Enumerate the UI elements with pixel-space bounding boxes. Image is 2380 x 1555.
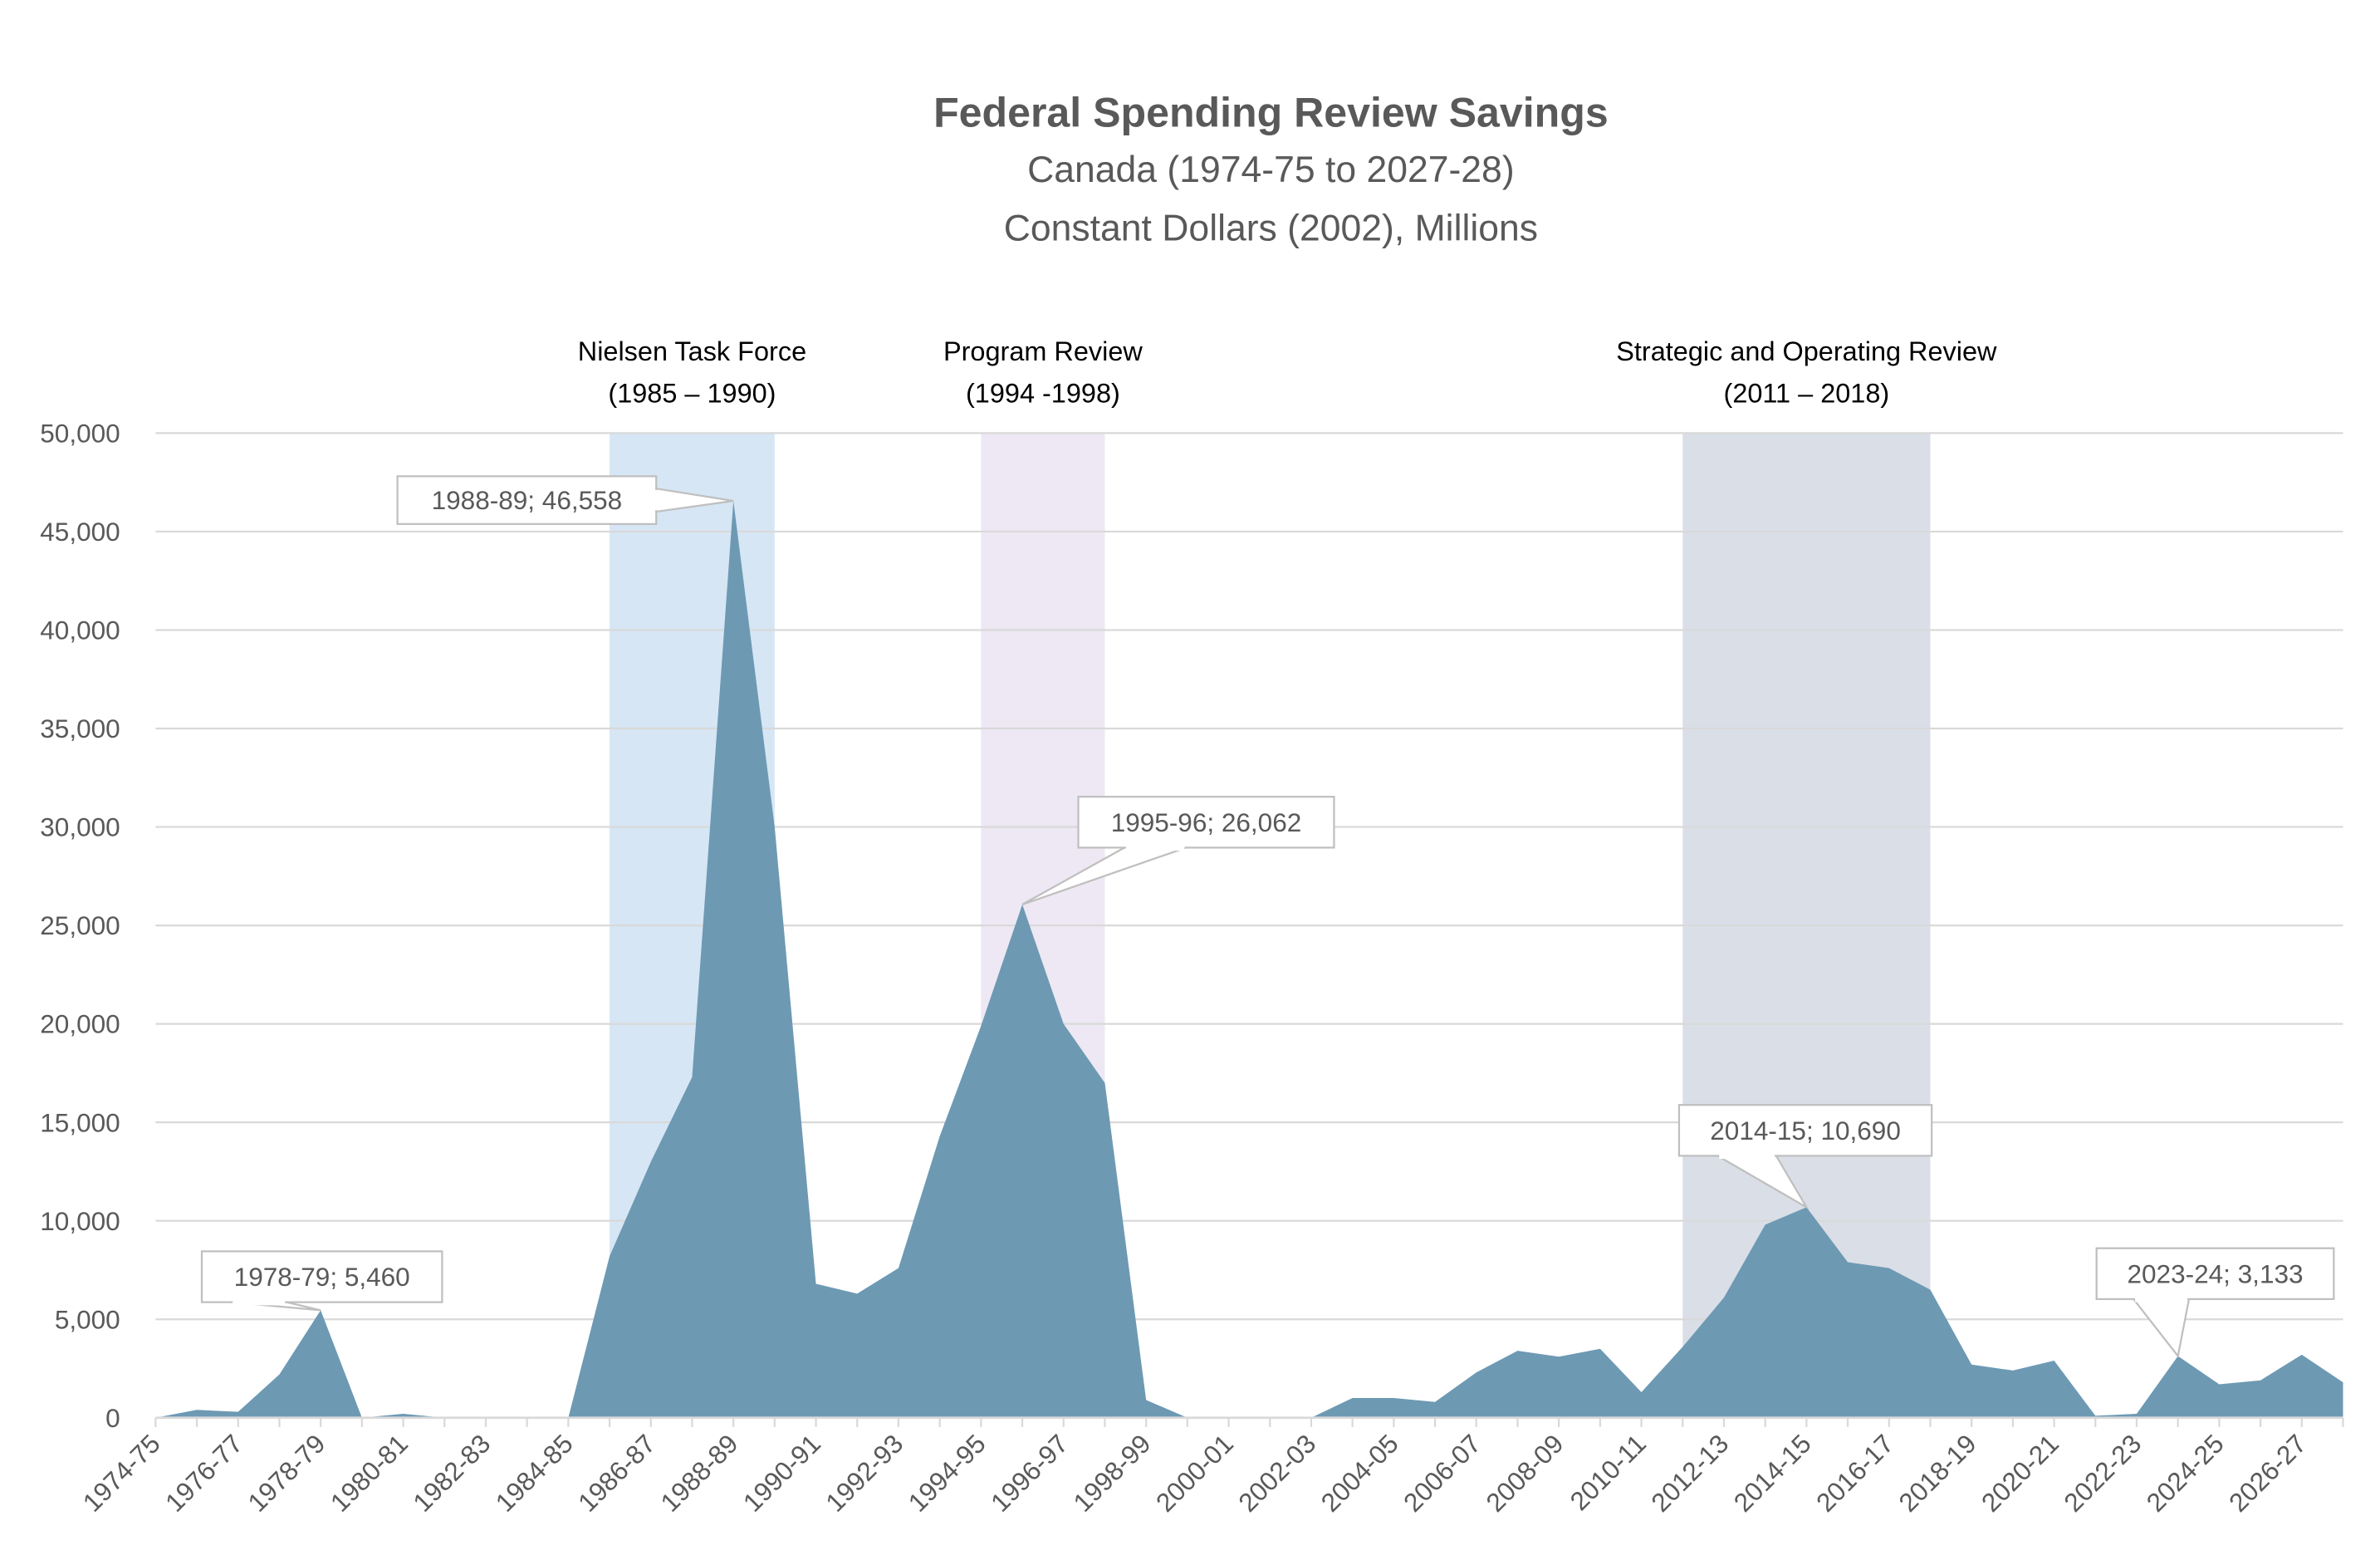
y-tick-label: 15,000 [40,1107,120,1137]
chart-subtitle-1: Canada (1974-75 to 2027-28) [1027,150,1515,190]
y-tick-label: 10,000 [40,1206,120,1236]
callout-label: 1995-96; 26,062 [1111,807,1302,837]
band-label: Nielsen Task Force [578,336,806,366]
x-tick-label: 2018-19 [1893,1429,1981,1518]
callout-joint [1126,844,1185,851]
callout-box [200,1250,443,1303]
callout-box [396,475,658,525]
callout-box [1077,796,1335,849]
series-area [155,501,2343,1418]
band-label: Program Review [943,336,1143,366]
x-tick-label: 2016-17 [1810,1429,1899,1518]
y-tick-label: 35,000 [40,714,120,743]
callout-label: 1978-79; 5,460 [234,1262,410,1292]
x-tick-label: 1974-75 [76,1429,165,1518]
callout-joint [233,1298,286,1306]
x-tick-label: 1982-83 [407,1429,496,1518]
x-tick-label: 1984-85 [489,1429,578,1518]
callout-joint [653,490,659,511]
callout-label: 1988-89; 46,558 [432,485,623,515]
callout-pointer [2131,1297,2191,1359]
x-tick-label: 1988-89 [654,1429,743,1518]
y-tick-label: 5,000 [55,1304,120,1334]
chart-title: Federal Spending Review Savings [933,89,1609,135]
y-tick-label: 45,000 [40,517,120,547]
x-tick-label: 2020-21 [1976,1429,2064,1518]
callout-box [1677,1104,1933,1157]
x-tick-label: 1992-93 [820,1429,908,1518]
x-tick-label: 2022-23 [2058,1429,2147,1518]
data-callout: 2014-15; 10,690 [1677,1104,1933,1210]
x-tick-label: 1994-95 [902,1429,991,1518]
y-tick-label: 40,000 [40,616,120,645]
x-tick-label: 2008-09 [1480,1429,1569,1518]
x-tick-label: 1998-99 [1067,1429,1156,1518]
x-tick-label: 1978-79 [242,1429,331,1518]
callout-label: 2014-15; 10,690 [1710,1116,1901,1145]
band-label-years: (1994 -1998) [966,378,1120,408]
x-tick-label: 2006-07 [1398,1429,1486,1518]
x-tick-label: 2024-25 [2141,1429,2230,1518]
x-tick-label: 2004-05 [1315,1429,1403,1518]
callout-label: 2023-24; 3,133 [2127,1258,2303,1288]
band-label-years: (2011 – 2018) [1724,378,1890,408]
x-tick-label: 1980-81 [325,1429,414,1518]
callout-joint [2135,1296,2188,1302]
x-tick-label: 2014-15 [1727,1429,1816,1518]
y-tick-label: 30,000 [40,812,120,842]
x-tick-label: 1986-87 [572,1429,661,1518]
y-tick-label: 0 [105,1403,120,1433]
band-label: Strategic and Operating Review [1616,336,1997,366]
y-tick-label: 50,000 [40,419,120,449]
callout-joint [1719,1152,1775,1160]
x-tick-label: 1990-91 [737,1429,826,1518]
y-tick-label: 20,000 [40,1009,120,1039]
x-tick-label: 2000-01 [1150,1429,1239,1518]
data-callout: 1978-79; 5,460 [200,1250,443,1312]
x-tick-label: 2012-13 [1645,1429,1734,1518]
x-tick-label: 2026-27 [2223,1429,2312,1518]
data-callout: 1988-89; 46,558 [396,475,734,525]
x-tick-label: 2002-03 [1232,1429,1321,1518]
callout-box [2095,1247,2335,1301]
data-callout: 2023-24; 3,133 [2095,1247,2335,1359]
x-tick-label: 1996-97 [985,1429,1074,1518]
y-tick-label: 25,000 [40,910,120,940]
x-tick-label: 2010-11 [1564,1429,1652,1517]
data-callout: 1995-96; 26,062 [1021,796,1335,905]
band-label-years: (1985 – 1990) [608,378,776,408]
x-tick-label: 1976-77 [159,1429,248,1518]
chart-subtitle-2: Constant Dollars (2002), Millions [1004,208,1538,249]
